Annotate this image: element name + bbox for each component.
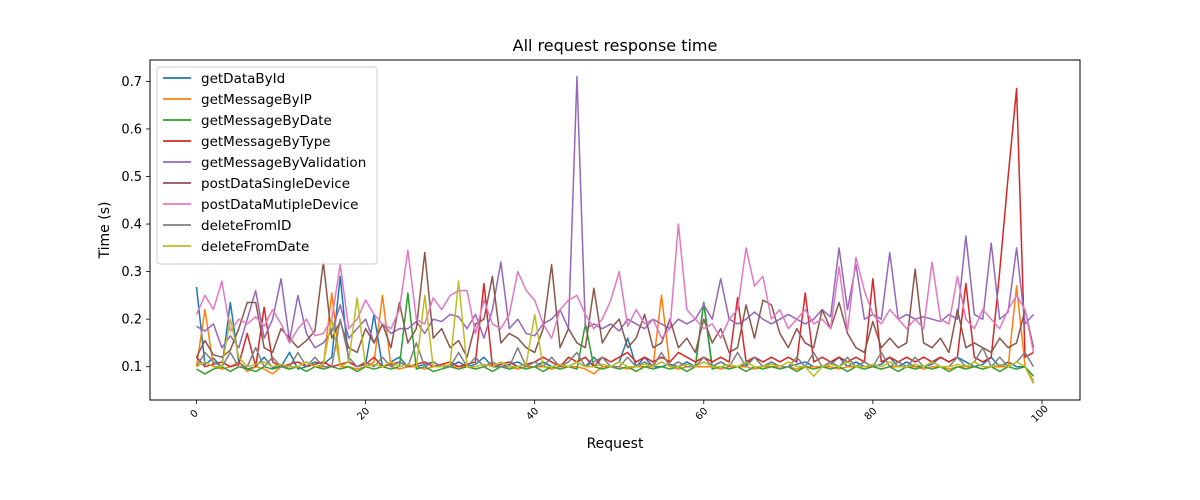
legend-label: postDataSingleDevice [201, 176, 350, 192]
legend-label: getMessageByType [201, 134, 331, 150]
y-tick-label: 0.6 [121, 122, 142, 137]
series-layer [195, 75, 1035, 384]
y-tick-label: 0.7 [121, 75, 142, 90]
series-line-deleteFromDate [196, 280, 1035, 384]
series-line-postDataSingleDevice [195, 251, 1035, 358]
y-axis-label: Time (s) [97, 202, 113, 260]
legend-label: getMessageByValidation [201, 155, 366, 171]
legend-label: getMessageByDate [201, 113, 332, 129]
y-tick-label: 0.1 [121, 360, 142, 375]
y-axis: 0.1 0.2 0.3 0.4 0.5 0.6 0.7 [121, 75, 150, 375]
plot-area-frame [149, 59, 1081, 401]
legend-label: getDataById [201, 71, 285, 87]
legend-label: postDataMutipleDevice [201, 197, 358, 213]
legend-label: getMessageByIP [201, 92, 312, 108]
legend-box [156, 66, 378, 265]
series-line-postDataMutipleDevice [195, 223, 1035, 353]
y-tick-label: 0.4 [121, 218, 142, 233]
x-axis-label: Request [587, 436, 644, 452]
y-tick-label: 0.3 [121, 265, 142, 280]
legend-label: deleteFromDate [201, 239, 309, 255]
y-tick-label: 0.5 [121, 170, 142, 185]
series-line-getMessageByDate [196, 292, 1035, 377]
series-line-getMessageByValidation [196, 75, 1035, 349]
chart-title: All request response time [513, 36, 718, 55]
legend: getDataById getMessageByIP getMessageByDat… [156, 66, 378, 265]
series-line-getMessageByType [195, 87, 1034, 368]
legend-label: deleteFromID [201, 218, 291, 234]
y-tick-label: 0.2 [121, 313, 142, 328]
